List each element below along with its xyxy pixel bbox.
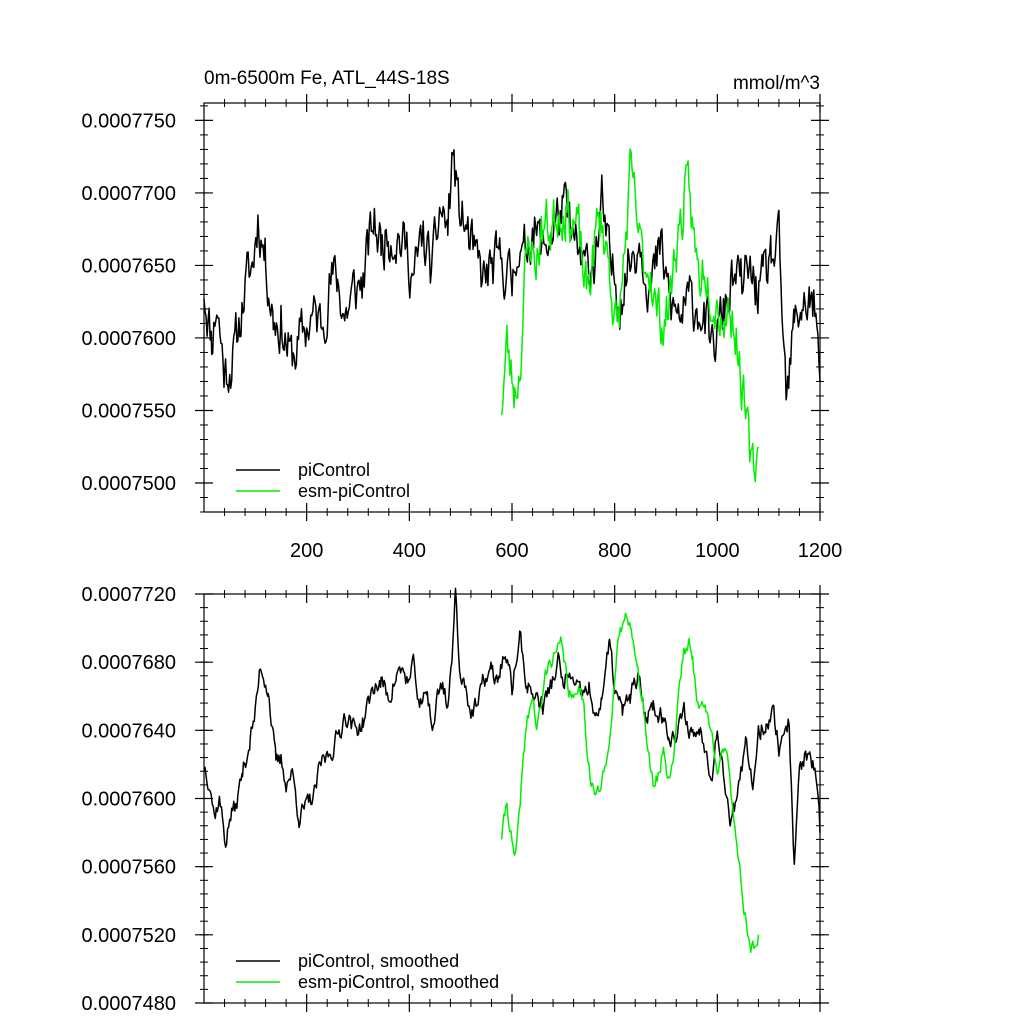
x-tick-label: 1000	[695, 540, 740, 562]
y-tick-label: 0.0007600	[81, 789, 176, 811]
x-tick-label: 400	[393, 540, 426, 562]
y-tick-label: 0.0007600	[81, 328, 176, 350]
legend-label: esm-piControl, smoothed	[298, 972, 499, 992]
series-line-picontrol	[203, 149, 821, 401]
bottom-panel-smoothed: 0.0007480 0.0007520 0.0007560 0.0007600 0.00…	[81, 584, 829, 1015]
figure-title: 0m-6500m Fe, ATL_44S-18S	[204, 68, 450, 89]
y-tick-label: 0.0007750	[81, 110, 176, 132]
y-tick-label: 0.0007680	[81, 652, 176, 674]
units-label: mmol/m^3	[733, 73, 820, 94]
top-panel-raw: 0.0007500 0.0007550 0.0007600 0.0007650 0.00…	[81, 94, 842, 562]
y-tick-label: 0.0007520	[81, 925, 176, 947]
x-tick-label: 800	[598, 540, 631, 562]
legend-label: piControl	[298, 460, 370, 480]
x-tick-label: 1200	[798, 540, 843, 562]
x-tick-label: 200	[290, 540, 323, 562]
y-tick-label: 0.0007480	[81, 993, 176, 1015]
y-tick-label: 0.0007560	[81, 857, 176, 879]
y-tick-label: 0.0007700	[81, 183, 176, 205]
legend-label: piControl, smoothed	[298, 951, 459, 971]
y-tick-label: 0.0007650	[81, 255, 176, 277]
series-line-esm-picontrol-smoothed	[500, 612, 760, 954]
series-line-picontrol-smoothed	[203, 587, 821, 865]
x-tick-label: 600	[495, 540, 528, 562]
y-tick-label: 0.0007720	[81, 584, 176, 606]
y-tick-label: 0.0007640	[81, 720, 176, 742]
legend-label: esm-piControl	[298, 481, 410, 501]
y-tick-label: 0.0007500	[81, 473, 176, 495]
series-line-esm-picontrol	[500, 148, 760, 483]
y-tick-label: 0.0007550	[81, 400, 176, 422]
